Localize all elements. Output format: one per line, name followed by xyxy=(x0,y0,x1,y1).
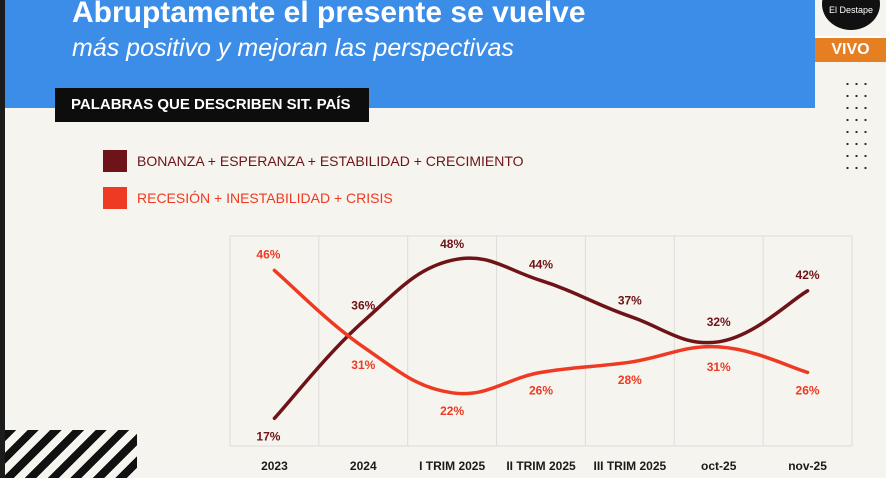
data-label-positive: 32% xyxy=(707,315,731,329)
x-tick-label: II TRIM 2025 xyxy=(506,459,576,473)
channel-logo-text: El Destape xyxy=(828,5,874,15)
series-line-negative xyxy=(272,268,810,396)
data-label-positive: 44% xyxy=(529,258,553,272)
decorative-stripes xyxy=(5,430,137,478)
data-label-negative: 26% xyxy=(529,383,553,397)
x-tick-label: 2023 xyxy=(261,459,288,473)
data-label-positive: 36% xyxy=(351,298,375,312)
legend-swatch-negative xyxy=(103,187,127,209)
data-label-positive: 37% xyxy=(618,293,642,307)
x-tick-label: 2024 xyxy=(350,459,377,473)
legend-swatch-positive xyxy=(103,150,127,172)
data-label-negative: 46% xyxy=(256,247,280,261)
screen-frame xyxy=(0,0,5,478)
live-badge: VIVO xyxy=(815,36,886,62)
x-tick-label: I TRIM 2025 xyxy=(419,459,485,473)
data-label-positive: 48% xyxy=(440,237,464,251)
data-label-negative: 26% xyxy=(796,383,820,397)
section-label-text: PALABRAS QUE DESCRIBEN SIT. PAÍS xyxy=(71,96,351,113)
legend-label-positive: BONANZA + ESPERANZA + ESTABILIDAD + CREC… xyxy=(137,153,524,169)
x-tick-label: nov-25 xyxy=(788,459,827,473)
data-label-negative: 31% xyxy=(351,358,375,372)
legend-label-negative: RECESIÓN + INESTABILIDAD + CRISIS xyxy=(137,190,393,206)
data-label-negative: 31% xyxy=(707,360,731,374)
legend-item-negative: RECESIÓN + INESTABILIDAD + CRISIS xyxy=(103,187,393,209)
decorative-dots xyxy=(843,78,869,178)
data-label-negative: 28% xyxy=(618,373,642,387)
x-tick-label: oct-25 xyxy=(701,459,737,473)
section-label: PALABRAS QUE DESCRIBEN SIT. PAÍS xyxy=(55,88,369,122)
data-label-negative: 22% xyxy=(440,404,464,418)
data-label-positive: 17% xyxy=(256,429,280,443)
data-label-positive: 42% xyxy=(796,268,820,282)
page-title: Abruptamente el presente se vuelve xyxy=(72,0,586,29)
legend-item-positive: BONANZA + ESPERANZA + ESTABILIDAD + CREC… xyxy=(103,150,524,172)
x-tick-label: III TRIM 2025 xyxy=(594,459,667,473)
page-subtitle: más positivo y mejoran las perspectivas xyxy=(72,34,514,62)
series-line-positive xyxy=(272,256,810,421)
